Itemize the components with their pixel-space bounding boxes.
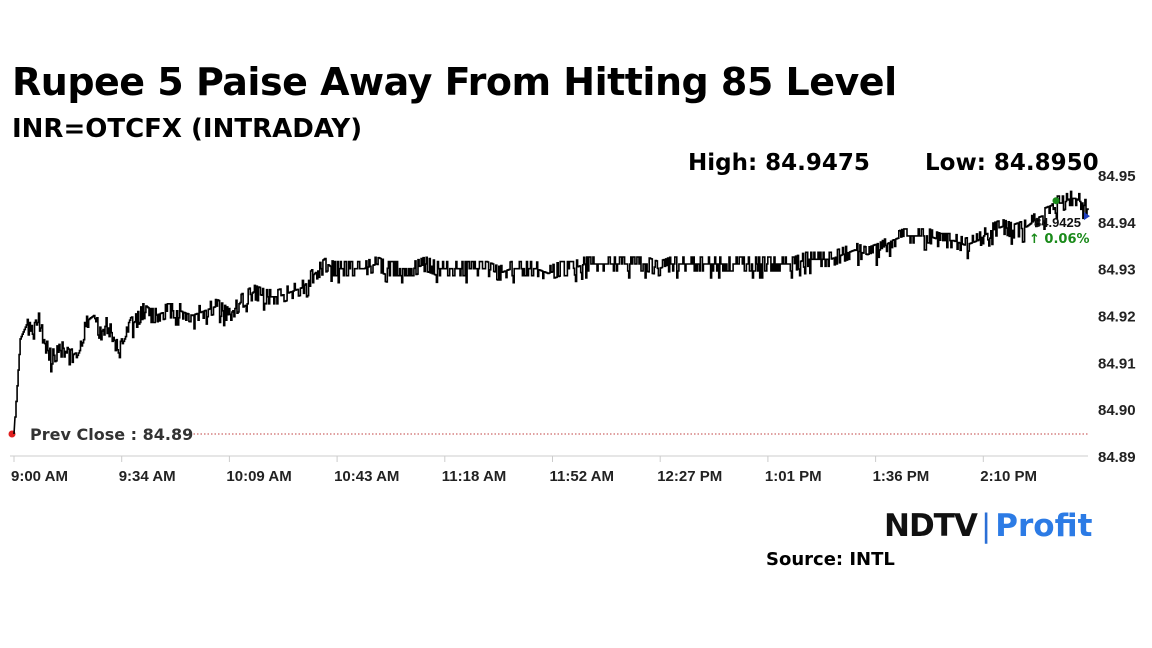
ndtv-profit-logo: NDTV | Profit [884, 508, 1092, 544]
price-line [13, 190, 1089, 435]
brand-separator: | [980, 508, 992, 544]
last-value-marker [1084, 212, 1090, 221]
x-tick-label: 2:10 PM [980, 468, 1037, 485]
y-tick-label: 84.94 [1098, 215, 1136, 232]
low-label: Low: 84.8950 [925, 150, 1099, 176]
y-tick-label: 84.90 [1098, 402, 1136, 419]
prev-close-label: Prev Close : 84.89 [30, 425, 193, 444]
high-label: High: 84.9475 [688, 150, 870, 176]
x-tick-label: 11:52 AM [550, 468, 614, 485]
chart-subtitle: INR=OTCFX (INTRADAY) [12, 114, 363, 144]
brand-profit: Profit [995, 508, 1093, 544]
x-tick-label: 9:00 AM [11, 468, 68, 485]
y-tick-label: 84.91 [1098, 355, 1136, 372]
x-tick-label: 1:36 PM [873, 468, 930, 485]
y-tick-label: 84.89 [1098, 449, 1136, 466]
change-label: ↑ 0.06% [1029, 232, 1090, 247]
chart-title: Rupee 5 Paise Away From Hitting 85 Level [12, 60, 897, 104]
x-tick-label: 10:09 AM [226, 468, 291, 485]
brand-ndtv: NDTV [884, 508, 978, 544]
x-tick-label: 9:34 AM [119, 468, 176, 485]
y-tick-label: 84.93 [1098, 262, 1136, 279]
source-label: Source: INTL [766, 549, 895, 570]
y-tick-label: 84.95 [1098, 168, 1136, 185]
x-tick-label: 11:18 AM [442, 468, 506, 485]
x-tick-label: 1:01 PM [765, 468, 822, 485]
y-tick-label: 84.92 [1098, 309, 1136, 326]
high-marker [1052, 197, 1060, 205]
x-tick-label: 12:27 PM [657, 468, 722, 485]
last-value-label: 84.9425 [1034, 215, 1081, 230]
x-tick-label: 10:43 AM [334, 468, 399, 485]
